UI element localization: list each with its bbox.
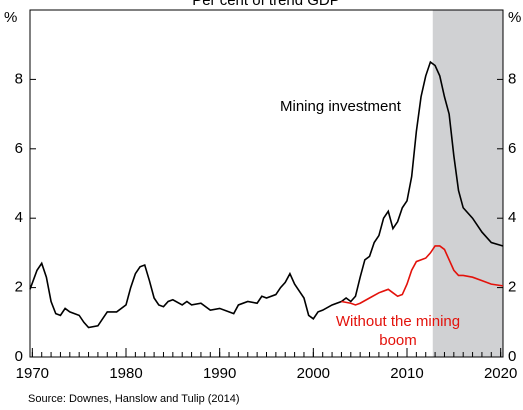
- y-unit-left: %: [4, 9, 17, 26]
- x-tick-label: 2020: [484, 365, 517, 382]
- line-series: [29, 60, 504, 329]
- x-tick-label: 1990: [203, 365, 236, 382]
- x-tick-label: 1970: [16, 365, 49, 382]
- plot-frame: [29, 9, 504, 358]
- x-tick-label: 1980: [109, 365, 142, 382]
- y-tick-label: 6: [15, 140, 23, 157]
- annotation: Without the mining boom: [336, 313, 460, 349]
- x-tick-label: 2010: [390, 365, 423, 382]
- y-tick-label: 2: [508, 279, 516, 296]
- line-series: [341, 245, 504, 306]
- x-tick-label: 2000: [297, 365, 330, 382]
- y-tick-label: 2: [15, 279, 23, 296]
- annotation-line: Without the mining: [336, 313, 460, 330]
- y-tick-label: 8: [15, 70, 23, 87]
- y-unit-right: %: [508, 9, 521, 26]
- y-tick-label: 4: [508, 209, 516, 226]
- y-tick-label: 8: [508, 70, 516, 87]
- shaded-period: [432, 10, 503, 357]
- annotation: Mining investment: [280, 98, 402, 115]
- y-tick-label: 4: [15, 209, 23, 226]
- chart-title: Per cent of trend GDP: [192, 0, 340, 9]
- y-tick-label: 0: [15, 348, 23, 365]
- y-tick-label: 0: [508, 348, 516, 365]
- source: Source: Downes, Hanslow and Tulip (2014): [28, 393, 240, 405]
- y-tick-label: 6: [508, 140, 516, 157]
- annotation-line: boom: [379, 332, 417, 349]
